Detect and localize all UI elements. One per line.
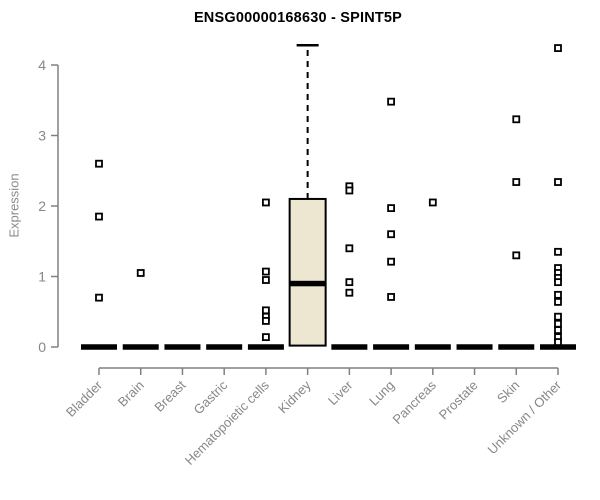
x-tick-label: Skin [494, 378, 522, 406]
outlier-point [95, 212, 103, 221]
y-tick-label: 3 [38, 128, 46, 144]
outlier-point [554, 297, 562, 306]
outlier-point [345, 278, 354, 287]
median-line [247, 344, 284, 350]
median-line [206, 344, 243, 350]
outlier-point [512, 178, 521, 186]
outlier-point [554, 312, 562, 321]
outlier-point [262, 198, 270, 207]
y-tick-label: 2 [38, 198, 46, 214]
outlier-point [387, 204, 395, 213]
x-tick-label: Lung [366, 378, 397, 409]
median-line [122, 344, 159, 350]
outlier-point [512, 115, 521, 124]
outlier-point [345, 186, 354, 195]
median-line [456, 344, 493, 350]
outlier-point [95, 159, 103, 168]
x-tick-label: Liver [325, 377, 356, 408]
x-tick-label: Prostate [436, 378, 481, 423]
outlier-point [554, 178, 562, 186]
outlier-point [554, 247, 562, 256]
outlier-point [262, 317, 270, 325]
x-tick-label: Unknown / Other [485, 377, 565, 457]
outlier-point [387, 257, 395, 266]
outlier-point [136, 269, 145, 277]
outlier-point [554, 44, 562, 52]
median-line [373, 344, 410, 350]
outlier-point [262, 267, 270, 276]
outlier-point [387, 230, 395, 239]
outlier-point [512, 251, 521, 260]
outlier-point [345, 244, 354, 253]
median-line [81, 344, 117, 350]
y-tick-label: 4 [38, 57, 46, 73]
median-line [164, 344, 201, 350]
median-line [331, 344, 368, 350]
outlier-point [262, 306, 270, 315]
outlier-point [262, 333, 270, 342]
outlier-point [554, 290, 562, 299]
median-line [539, 344, 576, 350]
outlier-point [262, 276, 270, 284]
outlier-point [428, 198, 437, 207]
outlier-point [554, 278, 562, 287]
x-tick-label: Pancreas [389, 377, 439, 427]
y-tick-label: 0 [38, 339, 46, 355]
outlier-point [387, 293, 395, 301]
chart-title: ENSG00000168630 - SPINT5P [193, 10, 403, 26]
median-line [289, 280, 326, 287]
x-tick-label: Kidney [275, 377, 314, 416]
y-tick-label: 1 [38, 269, 46, 285]
outlier-point [95, 293, 103, 302]
box [288, 197, 327, 347]
median-line [498, 344, 535, 350]
median-line [414, 344, 451, 350]
x-tick-label: Breast [151, 377, 188, 414]
outlier-point [554, 319, 562, 328]
x-tick-label: Bladder [63, 377, 106, 420]
outlier-point [387, 97, 395, 106]
x-tick-label: Gastric [191, 377, 231, 417]
outlier-point [554, 326, 562, 334]
outlier-point [554, 338, 562, 346]
outlier-point [345, 288, 354, 297]
x-tick-label: Brain [115, 378, 147, 410]
